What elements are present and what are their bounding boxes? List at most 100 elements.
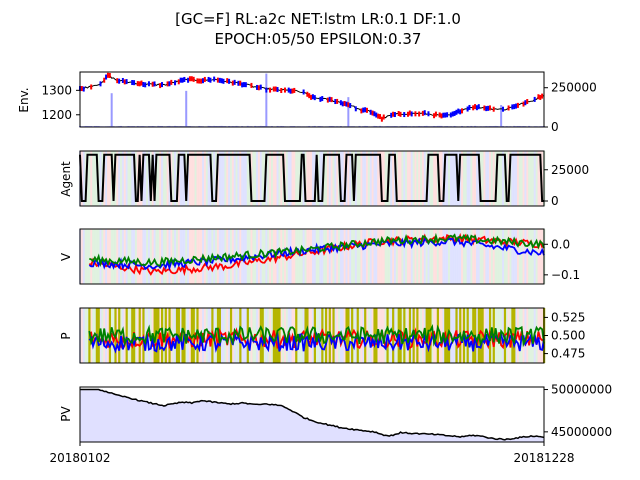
buy-marker — [136, 81, 139, 87]
action-band — [530, 151, 533, 206]
volume-bar — [93, 125, 96, 127]
action-band — [88, 229, 91, 284]
buy-marker — [326, 97, 329, 103]
action-band — [90, 229, 93, 284]
sell-marker — [364, 107, 367, 113]
action-band — [257, 151, 261, 206]
exploration-bar — [196, 308, 199, 363]
action-band — [291, 151, 294, 206]
action-band — [256, 151, 259, 206]
action-band — [80, 308, 84, 363]
action-band — [164, 229, 168, 284]
action-band — [393, 229, 397, 284]
action-band — [451, 229, 455, 284]
action-band — [479, 229, 482, 284]
buy-marker — [379, 114, 382, 120]
volume-bar — [160, 125, 163, 127]
action-band — [496, 151, 499, 206]
action-band — [312, 229, 315, 284]
action-band — [239, 151, 242, 206]
sell-marker — [183, 76, 186, 82]
action-band — [161, 151, 164, 206]
action-band — [153, 229, 156, 284]
policy-ytick-label: 0.525 — [551, 310, 585, 324]
action-band — [515, 229, 518, 284]
action-band — [528, 151, 531, 206]
action-band — [382, 308, 386, 363]
sell-marker — [475, 105, 478, 111]
action-band — [164, 151, 168, 206]
action-band — [487, 229, 490, 284]
sell-marker — [373, 111, 376, 117]
action-band — [373, 151, 376, 206]
action-band — [243, 151, 246, 206]
sell-marker — [321, 96, 324, 102]
action-band — [235, 308, 238, 363]
volume-bar — [364, 125, 367, 127]
sell-marker — [502, 106, 505, 112]
sell-marker — [533, 96, 536, 102]
policy-ytick-label: 0.475 — [551, 347, 585, 361]
volume-bar — [174, 125, 177, 127]
value-series-blue — [88, 236, 545, 271]
action-band — [457, 229, 460, 284]
action-band — [505, 151, 509, 206]
action-band — [341, 151, 345, 206]
env-twin-ytick-label: 0 — [551, 120, 559, 134]
action-band — [129, 308, 132, 363]
action-band — [155, 151, 158, 206]
action-band — [403, 229, 406, 284]
x-label-end: 20181228 — [513, 451, 574, 465]
buy-marker — [380, 116, 383, 122]
action-band — [174, 151, 177, 206]
sell-marker — [455, 109, 458, 115]
sell-marker — [201, 78, 204, 84]
sell-marker — [485, 106, 488, 112]
agent-position-line — [79, 153, 544, 202]
action-band — [345, 229, 348, 284]
exploration-bar — [259, 308, 262, 363]
sell-marker — [390, 112, 393, 118]
action-band — [289, 308, 292, 363]
action-band — [366, 308, 369, 363]
action-band — [196, 229, 199, 284]
buy-marker — [239, 80, 242, 86]
action-band — [198, 151, 201, 206]
exploration-bar — [416, 308, 419, 363]
action-band — [539, 308, 542, 363]
action-band — [274, 151, 277, 206]
action-band — [382, 229, 386, 284]
action-band — [304, 229, 307, 284]
action-band — [475, 229, 479, 284]
sell-marker — [449, 112, 452, 118]
value-series-red — [88, 232, 545, 277]
buy-marker — [408, 110, 411, 116]
action-band — [420, 229, 423, 284]
action-band — [392, 151, 395, 206]
action-band — [455, 229, 458, 284]
sell-marker — [457, 108, 460, 114]
volume-bar — [358, 125, 361, 127]
action-band — [136, 229, 140, 284]
action-band — [531, 308, 535, 363]
action-band — [371, 308, 374, 363]
buy-marker — [347, 102, 350, 108]
action-band — [177, 229, 181, 284]
value-ytick-label: 0.0 — [551, 237, 570, 251]
volume-bar — [84, 125, 87, 127]
action-band — [86, 151, 89, 206]
action-band — [192, 151, 196, 206]
action-band — [470, 151, 473, 206]
action-band — [295, 151, 298, 206]
action-band — [410, 229, 414, 284]
action-band — [407, 229, 410, 284]
exploration-bar — [278, 308, 281, 363]
action-band — [407, 308, 410, 363]
action-band — [121, 151, 125, 206]
action-band — [498, 151, 501, 206]
action-band — [140, 308, 143, 363]
action-band — [416, 151, 419, 206]
volume-bar — [425, 125, 428, 127]
action-band — [440, 151, 443, 206]
